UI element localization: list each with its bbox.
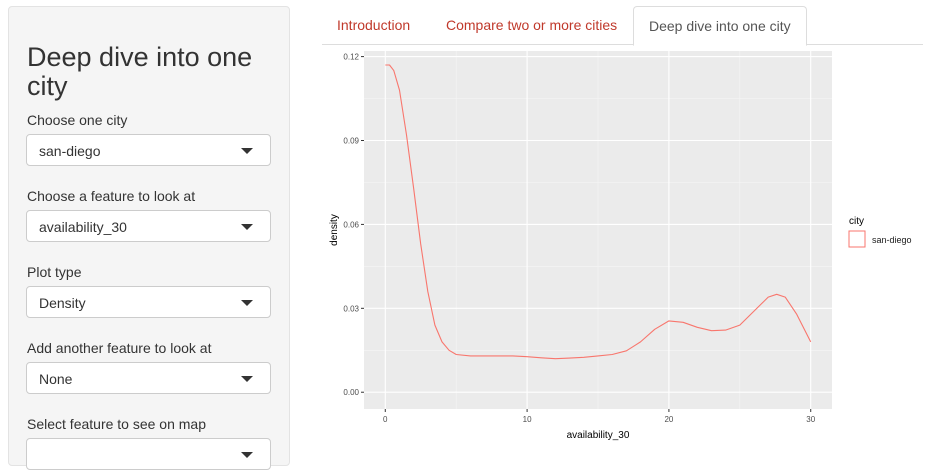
x-tick-label: 0 — [383, 415, 388, 424]
series-layer — [385, 64, 812, 360]
second-feature-select[interactable]: None — [26, 362, 271, 394]
density-plot: 0.00 0.03 0.06 0.09 0.12 0 10 20 30 availabilit… — [329, 51, 912, 441]
major-gridlines — [364, 51, 832, 409]
plot-type-select[interactable]: Density — [26, 286, 271, 318]
y-tick-label: 0.03 — [343, 304, 359, 313]
city-select[interactable]: san-diego — [26, 134, 271, 166]
chevron-down-icon — [241, 376, 253, 382]
minor-gridlines — [364, 51, 832, 409]
chevron-down-icon — [241, 224, 253, 230]
sidebar-title: Deep dive into one city — [27, 42, 253, 101]
y-tick-label: 0.00 — [343, 388, 359, 397]
x-tick-label: 30 — [806, 415, 815, 424]
y-tick-label: 0.09 — [343, 137, 359, 146]
city-select-value: san-diego — [39, 143, 101, 159]
plot-type-label: Plot type — [27, 264, 82, 280]
city-label: Choose one city — [27, 112, 128, 128]
second-feature-select-value: None — [39, 371, 73, 387]
y-tick-label: 0.12 — [343, 53, 359, 62]
x-axis-label: availability_30 — [567, 430, 630, 441]
legend-key — [848, 230, 866, 248]
y-axis-label: density — [329, 214, 340, 246]
feature-select[interactable]: availability_30 — [26, 210, 271, 242]
map-feature-label: Select feature to see on map — [27, 416, 206, 432]
plot-type-select-value: Density — [39, 295, 86, 311]
tab-introduction[interactable]: Introduction — [337, 17, 411, 33]
sidebar-panel: Deep dive into one city Choose one city … — [8, 6, 290, 470]
density-line-san-diego — [385, 64, 812, 360]
x-axis: 0 10 20 30 — [383, 409, 816, 424]
legend-label-san-diego: san-diego — [872, 235, 912, 245]
tab-deep-dive[interactable]: Deep dive into one city — [633, 6, 807, 46]
y-tick-label: 0.06 — [343, 220, 359, 229]
y-axis: 0.00 0.03 0.06 0.09 0.12 — [343, 53, 364, 397]
chevron-down-icon — [241, 148, 253, 154]
feature-label: Choose a feature to look at — [27, 188, 196, 204]
chevron-down-icon — [241, 300, 253, 306]
x-tick-label: 20 — [664, 415, 673, 424]
chevron-down-icon — [241, 452, 253, 458]
legend-title: city — [849, 216, 864, 227]
tab-compare-cities[interactable]: Compare two or more cities — [446, 17, 618, 33]
second-feature-label: Add another feature to look at — [27, 340, 212, 356]
x-tick-label: 10 — [523, 415, 532, 424]
feature-select-value: availability_30 — [39, 219, 127, 235]
tab-bar: Introduction Compare two or more cities … — [322, 6, 923, 46]
map-feature-select[interactable] — [26, 438, 271, 470]
